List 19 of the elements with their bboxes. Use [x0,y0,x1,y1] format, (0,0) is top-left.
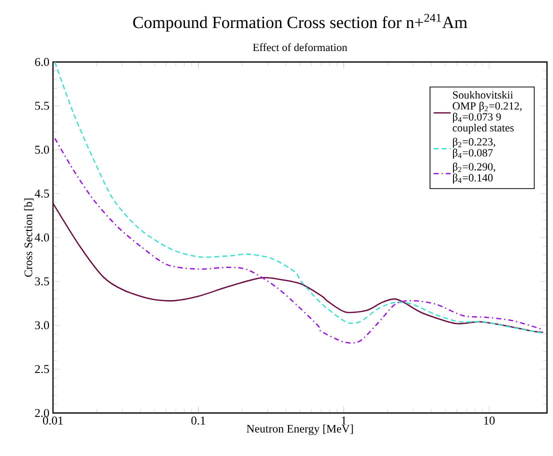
y-axis-title: Cross Section [b] [24,198,34,277]
chart-title: Compound Formation Cross section for n+$^{241}$Am [133,14,468,32]
y-tick-label: 6.0 [35,58,50,66]
y-tick-label: 5.0 [35,146,50,154]
y-tick-label: 4.5 [34,190,50,198]
y-tick-label: 3.5 [35,277,50,286]
x-tick-label: 10 [484,416,495,425]
text: Soukhovitskii OMP β$_{2}$=0.212, β$_{4}$=0.073 9 coupled states [452,90,522,134]
x-tick-label: 0.1 [191,416,206,425]
chart-subtitle: Effect of deformation [252,43,348,52]
x-tick-label: 1 [342,416,346,424]
y-tick-label: 2.5 [35,365,50,374]
x-axis-title: Neutron Energy [MeV] [246,424,353,435]
y-tick-label: 3.0 [35,321,50,330]
y-tick-label: 2.0 [35,408,50,418]
y-tick-label: 5.5 [35,102,50,110]
legend-label: β$_{2}$=0.290, β$_{4}$=0.140 [453,162,496,184]
y-tick-label: 4.0 [34,233,50,242]
x-tick-label: 0.01 [42,416,63,425]
